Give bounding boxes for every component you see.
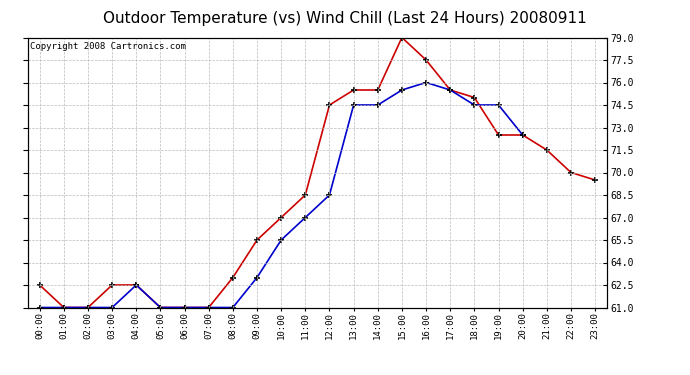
Text: Copyright 2008 Cartronics.com: Copyright 2008 Cartronics.com: [30, 42, 186, 51]
Text: Outdoor Temperature (vs) Wind Chill (Last 24 Hours) 20080911: Outdoor Temperature (vs) Wind Chill (Las…: [103, 11, 587, 26]
